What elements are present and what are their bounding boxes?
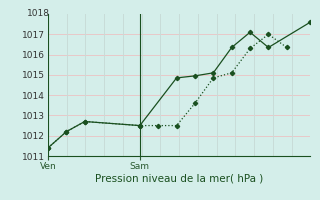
X-axis label: Pression niveau de la mer( hPa ): Pression niveau de la mer( hPa ) (95, 173, 263, 183)
Text: 1018: 1018 (27, 9, 50, 19)
